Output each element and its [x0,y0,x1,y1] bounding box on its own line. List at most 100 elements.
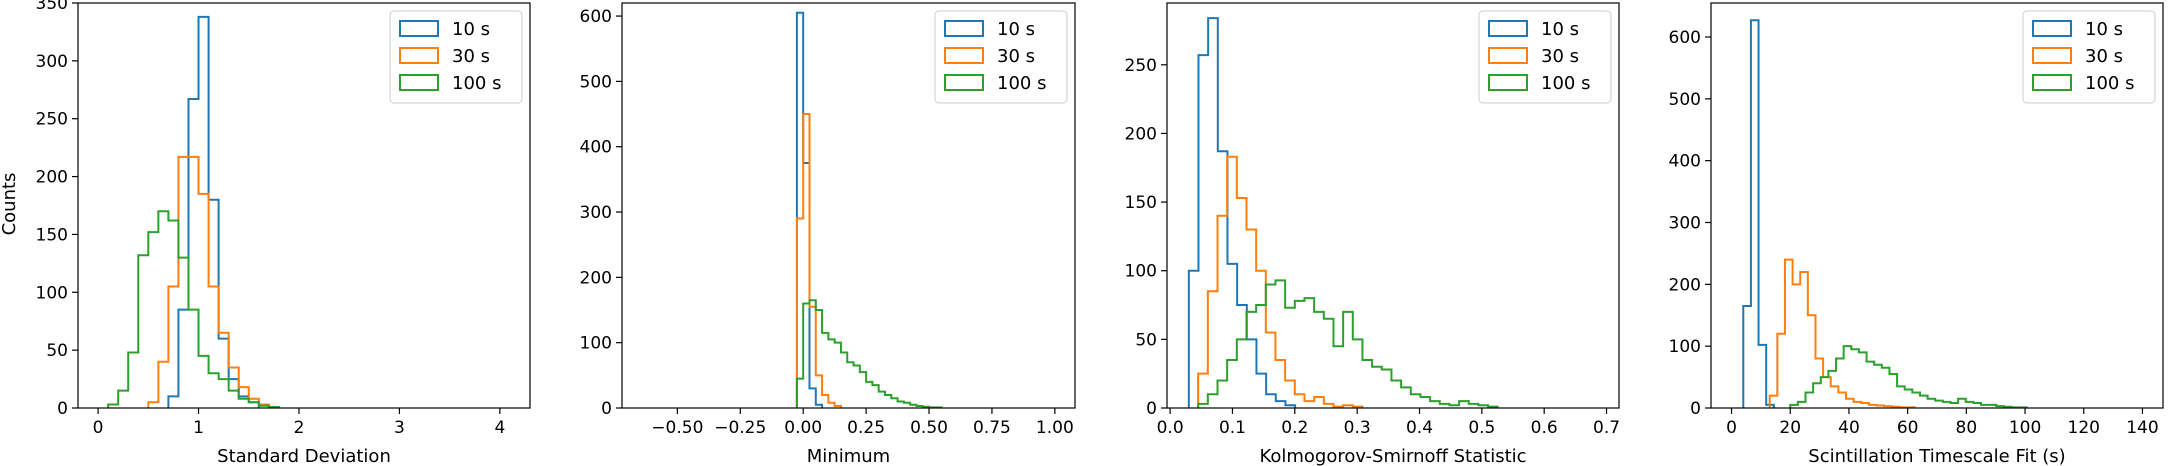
legend: 10 s 30 s 100 s [2022,10,2156,104]
legend-label: 30 s [997,46,1035,67]
axes-frame [1710,2,2164,409]
legend-swatch [2032,20,2072,37]
y-tick-label: 600 [1669,28,1701,48]
x-tick-label: 0.7 [1593,418,1620,438]
y-tick-label: 350 [36,0,68,14]
x-tick-label: 4 [494,418,505,438]
y-tick-label: 200 [580,268,612,288]
legend-label: 30 s [452,46,490,67]
axes-frame [621,2,1076,409]
y-tick-label: 0 [601,399,612,419]
series-100s-step-line [795,299,943,409]
legend: 10 s 30 s 100 s [934,10,1068,104]
y-tick-label: 150 [1125,193,1157,213]
legend-swatch [1488,20,1528,37]
axes-frame [77,2,531,409]
x-tick-label: 120 [2068,418,2100,438]
axes-frame [1166,2,1620,409]
y-tick-label: 500 [1669,90,1701,110]
x-axis-label: Scintillation Timescale Fit (s) [1808,446,2065,466]
legend-label: 10 s [452,19,490,40]
y-tick-label: 400 [580,138,612,158]
x-axis-label: Standard Deviation [217,446,391,466]
histogram-panel-3: 0.0 0.1 0.2 0.3 0.4 0.5 0.6 0.7 0 50 100 150 200 250 K… [1125,2,1620,466]
y-tick-label: 100 [36,283,68,303]
x-tick-label: 0.0 [1157,418,1184,438]
x-tick-label: 0.25 [847,418,885,438]
x-tick-label: 60 [1897,418,1919,438]
legend: 10 s 30 s 100 s [389,10,523,104]
series-30s-step-line [1768,258,1916,409]
y-tick-label: 200 [36,168,68,188]
y-tick-label: 100 [1125,262,1157,282]
x-tick-label: 1.00 [1036,418,1074,438]
histogram-panel-1: 0 1 2 3 4 0 50 100 150 200 250 300 350 Standard Devia… [36,0,531,466]
legend-label: 30 s [1541,46,1579,67]
x-tick-label: 140 [2126,418,2158,438]
legend-label: 100 s [2085,73,2134,94]
x-tick-label: 0.4 [1406,418,1433,438]
x-tick-label: −0.50 [651,418,703,438]
y-tick-label: 400 [1669,152,1701,172]
legend-swatch [1488,47,1528,64]
y-tick-label: 500 [580,72,612,92]
y-tick-label: 250 [36,110,68,130]
series-100s-step-line [107,210,280,408]
y-tick-label: 300 [36,52,68,72]
y-tick-label: 200 [1669,275,1701,295]
series-10s-step-line [1187,17,1297,408]
legend-label: 100 s [452,73,501,94]
x-tick-label: 0.6 [1531,418,1558,438]
x-tick-label: 100 [2009,418,2041,438]
legend-label: 10 s [997,19,1035,40]
y-tick-label: 0 [1146,399,1157,419]
series-30s-step-line [1197,155,1364,408]
x-tick-label: 0.75 [973,418,1011,438]
x-tick-label: 1 [193,418,204,438]
histogram-panel-2: −0.50 −0.25 0.00 0.25 0.50 0.75 1.00 0 100 200 300… [580,2,1076,466]
y-tick-label: 300 [580,203,612,223]
legend-box [389,10,523,104]
y-tick-label: 100 [580,334,612,354]
y-tick-label: 0 [1690,399,1701,419]
y-tick-label: 200 [1125,124,1157,144]
x-tick-label: 0.3 [1344,418,1371,438]
legend: 10 s 30 s 100 s [1478,10,1612,104]
y-tick-label: 50 [1135,330,1157,350]
y-tick-label: 50 [46,341,68,361]
legend-swatch [944,20,984,37]
series-10s-step-line [1742,19,1775,408]
x-tick-label: −0.25 [714,418,766,438]
legend-label: 10 s [2085,19,2123,40]
legend-label: 100 s [1541,73,1590,94]
series-30s-step-line [795,113,842,408]
legend-box [2022,10,2156,104]
x-tick-label: 0.2 [1281,418,1308,438]
legend-box [934,10,1068,104]
legend-swatch [944,74,984,91]
legend-swatch [2032,74,2072,91]
y-tick-label: 250 [1125,56,1157,76]
legend-swatch [944,47,984,64]
y-tick-label: 150 [36,225,68,245]
legend-box [1478,10,1612,104]
x-axis-label: Minimum [807,446,890,466]
legend-swatch [399,74,439,91]
y-tick-label: 300 [1669,214,1701,234]
legend-swatch [2032,47,2072,64]
x-tick-label: 40 [1838,418,1860,438]
x-tick-label: 0.50 [910,418,948,438]
x-tick-label: 0.5 [1468,418,1495,438]
legend-swatch [399,20,439,37]
y-tick-label: 100 [1669,337,1701,357]
x-tick-label: 0 [93,418,104,438]
legend-swatch [1488,74,1528,91]
histogram-panel-4: 0 20 40 60 80 100 120 140 0 100 200 300 400 500 600 Sci… [1669,2,2164,466]
y-axis-label: Counts [0,173,20,236]
legend-swatch [399,47,439,64]
series-100s-step-line [1789,345,2028,409]
x-tick-label: 20 [1779,418,1801,438]
y-tick-label: 600 [580,7,612,27]
legend-label: 10 s [1541,19,1579,40]
